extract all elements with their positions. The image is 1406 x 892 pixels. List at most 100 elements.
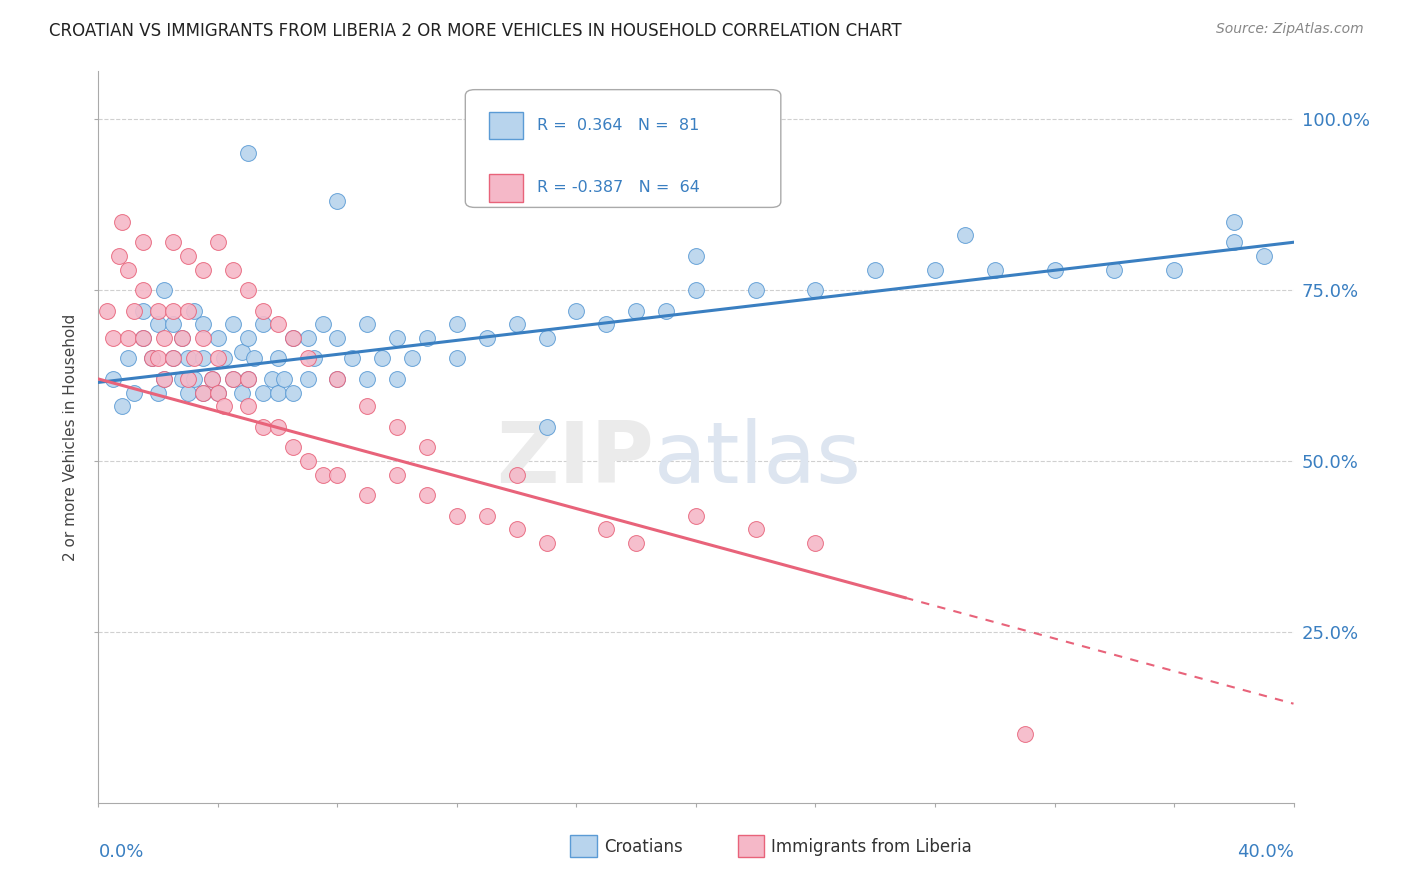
Point [141,351,163,366]
Point [172,331,194,345]
Point [1043,262,1066,277]
Point [267,420,290,434]
Point [565,303,588,318]
Point [536,420,558,434]
Point [222,372,245,386]
Point [281,440,304,454]
Point [297,351,319,366]
Point [311,467,333,482]
Point [924,262,946,277]
Point [804,536,827,550]
Point [177,372,200,386]
Point [536,331,558,345]
Point [132,283,155,297]
Point [506,522,529,536]
Point [297,454,319,468]
Point [191,385,214,400]
Point [236,372,259,386]
Text: Source: ZipAtlas.com: Source: ZipAtlas.com [1216,22,1364,37]
Point [356,372,378,386]
Point [297,331,319,345]
Point [117,262,139,277]
Point [117,351,139,366]
Point [207,235,229,250]
Point [356,318,378,332]
Point [153,372,176,386]
Point [108,249,131,263]
Point [401,351,423,366]
Point [183,372,205,386]
Point [236,372,259,386]
Point [1253,249,1275,263]
Point [416,440,439,454]
Point [117,331,139,345]
Point [267,385,290,400]
Point [1104,262,1126,277]
Point [446,351,468,366]
Point [162,318,184,332]
Point [252,420,274,434]
FancyBboxPatch shape [465,90,780,208]
Text: atlas: atlas [654,417,862,500]
Point [416,331,439,345]
Point [475,331,498,345]
Point [685,508,707,523]
Point [506,467,529,482]
Point [446,318,468,332]
Point [132,331,155,345]
Point [385,372,409,386]
Point [212,400,235,414]
Point [260,372,283,386]
Point [153,331,176,345]
Point [124,385,146,400]
Point [1163,262,1185,277]
Point [201,372,224,386]
Point [191,385,214,400]
Point [326,372,349,386]
Point [111,215,134,229]
Point [172,331,194,345]
Text: CROATIAN VS IMMIGRANTS FROM LIBERIA 2 OR MORE VEHICLES IN HOUSEHOLD CORRELATION : CROATIAN VS IMMIGRANTS FROM LIBERIA 2 OR… [49,22,901,40]
Point [177,385,200,400]
Bar [489,174,523,202]
Point [326,194,349,209]
Point [446,508,468,523]
Point [162,303,184,318]
Point [103,331,125,345]
Bar [571,835,596,857]
Point [326,372,349,386]
Point [745,283,768,297]
Point [595,522,617,536]
Point [236,331,259,345]
Point [124,303,146,318]
Point [132,235,155,250]
Point [385,420,409,434]
Point [1223,235,1246,250]
Point [326,331,349,345]
Text: R =  0.364   N =  81: R = 0.364 N = 81 [537,118,699,133]
Point [177,249,200,263]
Text: Croatians: Croatians [605,838,683,855]
Point [267,351,290,366]
Point [103,372,125,386]
Point [356,400,378,414]
Point [191,262,214,277]
Point [201,372,224,386]
Point [207,331,229,345]
Point [222,372,245,386]
Point [148,318,170,332]
Point [273,372,295,386]
Point [243,351,266,366]
Point [207,351,229,366]
Point [655,303,678,318]
Point [252,318,274,332]
Point [148,351,170,366]
Point [536,536,558,550]
Point [153,372,176,386]
Point [356,488,378,502]
Point [865,262,887,277]
Point [342,351,364,366]
Point [953,228,976,243]
Point [236,283,259,297]
Point [626,536,648,550]
